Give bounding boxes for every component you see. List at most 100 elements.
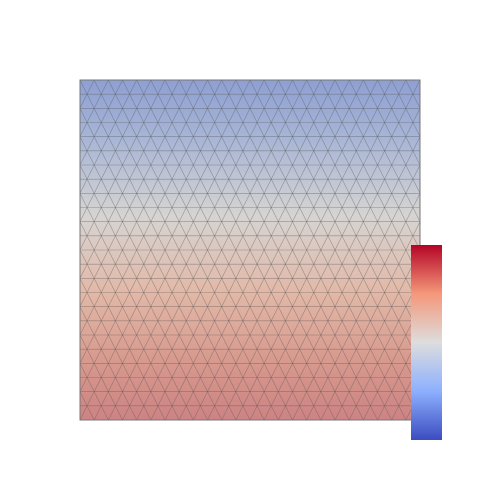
mesh-edge-diagonal <box>157 150 166 166</box>
mesh-edge-diagonal <box>334 193 343 208</box>
mesh-edge-diagonal <box>427 80 434 94</box>
mesh-edge-diagonal <box>348 320 357 336</box>
mesh-edge-diagonal <box>427 193 434 207</box>
mesh-edge-diagonal <box>108 306 116 321</box>
mesh-edge-diagonal <box>306 94 315 109</box>
mesh-edge-diagonal <box>200 292 208 307</box>
mesh-edge-diagonal <box>355 249 364 265</box>
mesh-edge-diagonal <box>377 179 385 194</box>
mesh-edge-diagonal <box>263 193 272 208</box>
mesh-edge-diagonal <box>370 363 378 378</box>
mesh-edge-diagonal <box>441 236 448 250</box>
mesh-edge-diagonal <box>86 94 95 109</box>
mesh-edge-diagonal <box>164 94 173 109</box>
mesh-edge-diagonal <box>398 136 407 151</box>
mesh-edge-diagonal <box>363 306 371 321</box>
mesh-edge-diagonal <box>200 221 208 236</box>
mesh-edge-diagonal <box>448 94 455 108</box>
mesh-edge-diagonal <box>221 292 230 307</box>
mesh-edge-diagonal <box>355 377 364 392</box>
mesh-edge-diagonal <box>235 221 244 236</box>
mesh-edge-diagonal <box>235 391 244 406</box>
mesh-edge-diagonal <box>391 349 400 364</box>
mesh-edge-diagonal <box>150 377 159 392</box>
mesh-edge-diagonal <box>228 377 237 392</box>
mesh-edge-diagonal <box>185 249 194 265</box>
mesh-edge-diagonal <box>207 94 215 109</box>
mesh-edge-diagonal <box>306 320 315 336</box>
mesh-edge-diagonal <box>129 249 137 265</box>
mesh-edge-diagonal <box>348 391 357 406</box>
mesh-edge-diagonal <box>171 349 180 364</box>
mesh-edge-diagonal <box>391 179 400 194</box>
mesh-edge-diagonal <box>299 122 307 137</box>
mesh-edge-diagonal <box>256 80 265 95</box>
mesh-edge-diagonal <box>108 235 116 251</box>
mesh-edge-diagonal <box>370 292 378 307</box>
mesh-edge-diagonal <box>136 80 145 95</box>
mesh-edge-diagonal <box>384 164 392 180</box>
mesh-edge-diagonal <box>171 108 180 123</box>
mesh-edge-diagonal <box>115 334 123 350</box>
mesh-edge-diagonal <box>278 207 286 222</box>
mesh-edge-diagonal <box>221 249 230 265</box>
mesh-edge-diagonal <box>320 306 329 321</box>
mesh-edge-diagonal <box>100 80 109 95</box>
mesh-edge-diagonal <box>100 235 109 251</box>
mesh-edge-diagonal <box>441 80 448 94</box>
mesh-edge-diagonal <box>270 136 279 151</box>
mesh-edge-diagonal <box>80 334 88 350</box>
mesh-edge-diagonal <box>313 94 322 109</box>
mesh-edge-diagonal <box>448 293 455 307</box>
mesh-edge-diagonal <box>334 391 343 406</box>
mesh-edge-diagonal <box>115 278 123 293</box>
mesh-edge-diagonal <box>193 94 201 109</box>
mesh-edge-diagonal <box>80 179 88 194</box>
mesh-edge-diagonal <box>363 193 371 208</box>
mesh-edge-diagonal <box>143 94 152 109</box>
mesh-edge-diagonal <box>93 94 102 109</box>
mesh-edge-diagonal <box>278 150 286 166</box>
mesh-edge-diagonal <box>136 136 145 151</box>
mesh-edge-diagonal <box>150 221 159 236</box>
mesh-edge-diagonal <box>278 264 286 279</box>
mesh-edge-diagonal <box>306 179 315 194</box>
mesh-edge-diagonal <box>434 208 441 222</box>
mesh-edge-diagonal <box>370 179 378 194</box>
mesh-edge-diagonal <box>405 179 414 194</box>
mesh-edge-diagonal <box>341 405 350 420</box>
mesh-edge-diagonal <box>249 349 258 364</box>
mesh-edge-diagonal <box>86 235 95 251</box>
mesh-edge-diagonal <box>292 150 300 166</box>
mesh-edge-diagonal <box>313 136 322 151</box>
mesh-edge-diagonal <box>313 193 322 208</box>
mesh-edge-diagonal <box>278 193 286 208</box>
mesh-edge-diagonal <box>313 377 322 392</box>
mesh-edge-diagonal <box>157 334 166 350</box>
mesh-edge-diagonal <box>405 80 414 95</box>
mesh-edge-diagonal <box>292 249 300 265</box>
mesh-edge-diagonal <box>93 122 102 137</box>
mesh-edge-diagonal <box>363 377 371 392</box>
mesh-edge-diagonal <box>370 334 378 350</box>
mesh-edge-diagonal <box>193 108 201 123</box>
mesh-edge-diagonal <box>80 363 88 378</box>
mesh-edge-diagonal <box>412 207 420 222</box>
mesh-edge-diagonal <box>100 363 109 378</box>
mesh-edge-diagonal <box>341 164 350 180</box>
mesh-edge-diagonal <box>136 349 145 364</box>
mesh-edge-diagonal <box>136 391 145 406</box>
mesh-edge-diagonal <box>249 221 258 236</box>
mesh-edge-diagonal <box>327 235 336 251</box>
mesh-edge-diagonal <box>270 306 279 321</box>
mesh-edge-diagonal <box>263 320 272 336</box>
mesh-edge-diagonal <box>299 80 307 95</box>
mesh-surface[interactable] <box>66 79 456 421</box>
mesh-edge-diagonal <box>263 150 272 166</box>
mesh-edge-diagonal <box>150 278 159 293</box>
mesh-edge-diagonal <box>150 108 159 123</box>
mesh-edge-diagonal <box>178 264 187 279</box>
mesh-edge-diagonal <box>270 235 279 251</box>
mesh-edge-diagonal <box>377 320 385 336</box>
